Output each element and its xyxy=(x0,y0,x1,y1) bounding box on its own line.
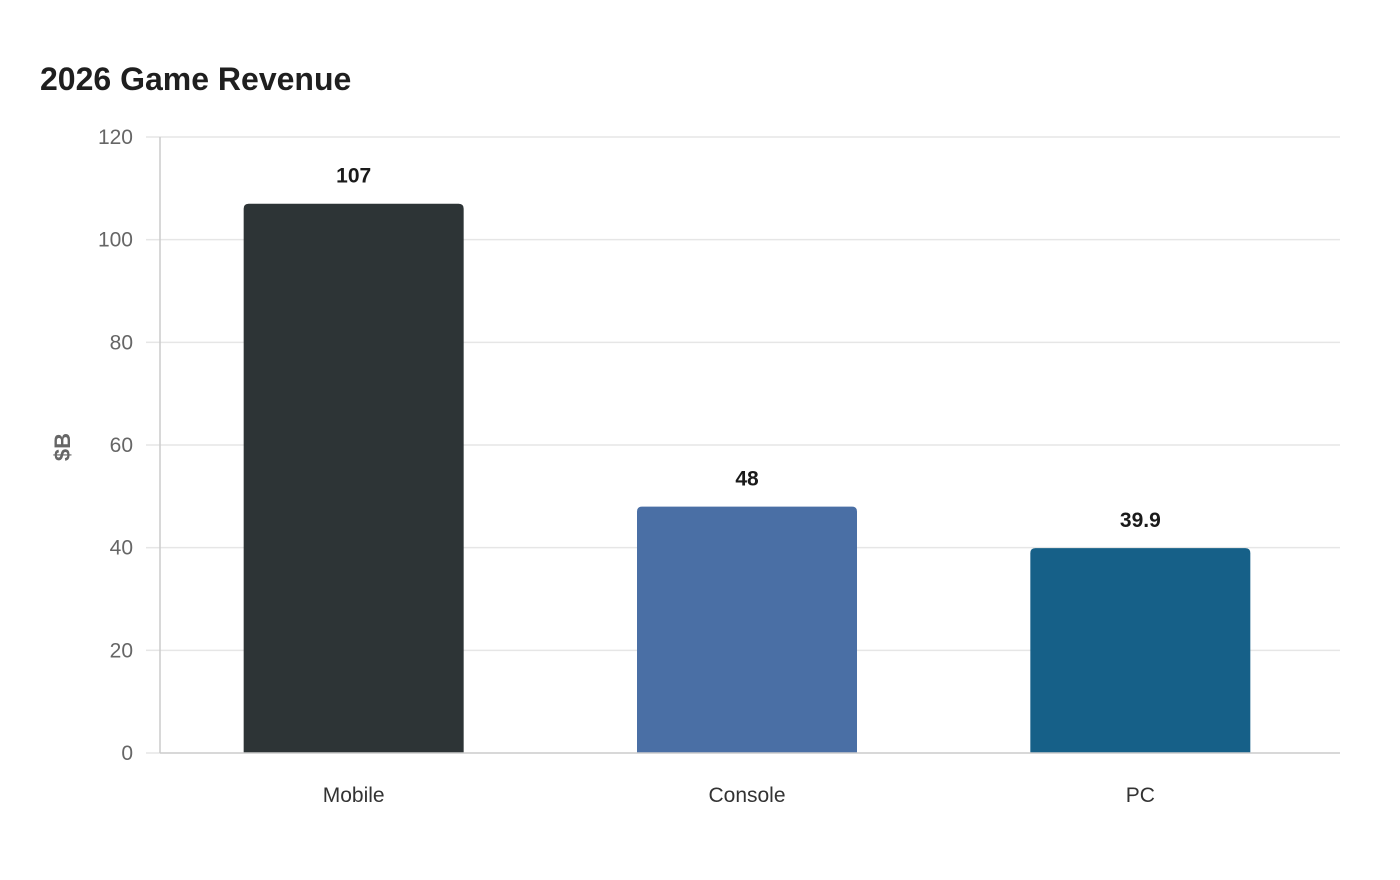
y-tick-label: 40 xyxy=(110,537,133,560)
y-tick-label: 0 xyxy=(121,742,133,765)
y-tick-label: 20 xyxy=(110,639,133,662)
data-label: 48 xyxy=(735,468,759,491)
y-axis-ticks: 0 20 40 60 80 100 120 xyxy=(98,126,133,765)
x-tick-label: Mobile xyxy=(323,784,385,807)
data-labels: 107 48 39.9 xyxy=(336,165,1161,532)
bar-pc xyxy=(1030,548,1251,753)
chart-title: 2026 Game Revenue xyxy=(40,61,351,97)
y-tick-label: 120 xyxy=(98,126,133,149)
data-label: 107 xyxy=(336,165,371,188)
y-tick-label: 100 xyxy=(98,229,133,252)
x-tick-label: Console xyxy=(708,784,785,807)
y-tick-label: 80 xyxy=(110,331,133,354)
data-label: 39.9 xyxy=(1120,509,1161,532)
bars xyxy=(243,203,1251,753)
bar-mobile xyxy=(243,203,464,753)
y-axis-label: $B xyxy=(50,433,75,461)
x-axis-ticks: Mobile Console PC xyxy=(323,784,1155,807)
y-tick-label: 60 xyxy=(110,434,133,457)
x-tick-label: PC xyxy=(1126,784,1155,807)
bar-console xyxy=(637,506,857,753)
